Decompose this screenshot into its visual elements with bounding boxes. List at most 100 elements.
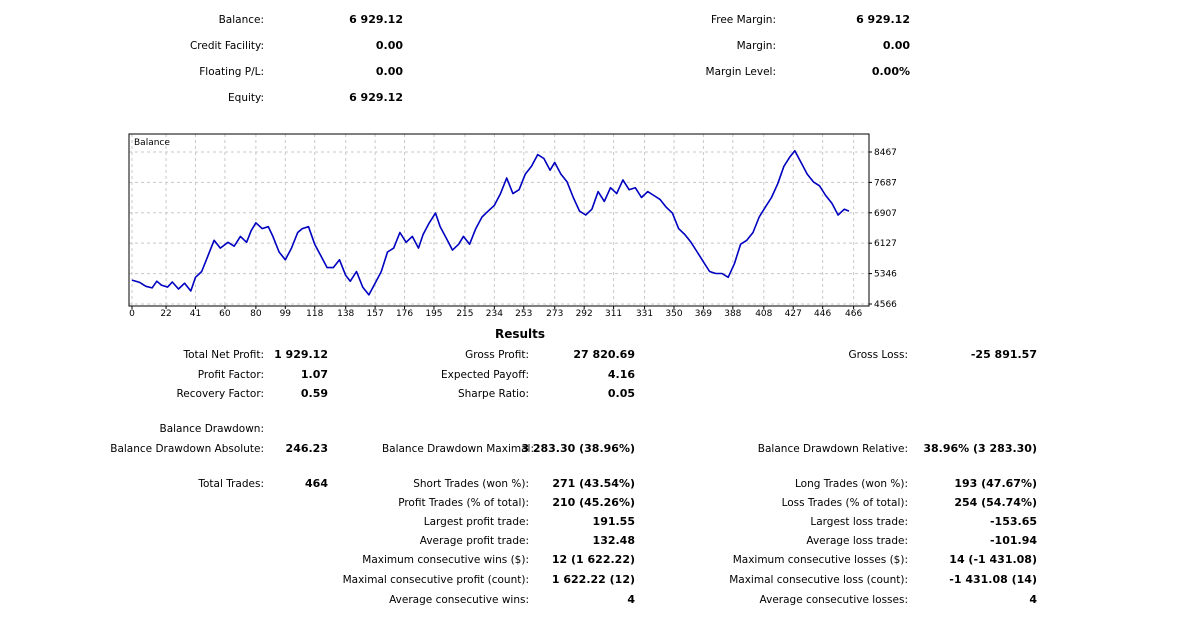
largest-profit-value: 191.55 <box>592 515 635 528</box>
avg-consec-losses-value: 4 <box>1029 593 1037 606</box>
balance-label: Balance: <box>218 14 264 26</box>
loss-trades-value: 254 (54.74%) <box>954 496 1037 509</box>
balance-value: 6 929.12 <box>349 13 403 26</box>
profit-trades-label: Profit Trades (% of total): <box>398 497 529 509</box>
dd-absolute-label: Balance Drawdown Absolute: <box>110 443 264 455</box>
gross-loss-value: -25 891.57 <box>970 348 1037 361</box>
x-tick-label: 350 <box>665 309 682 319</box>
total-net-profit-value: 1 929.12 <box>274 348 328 361</box>
avg-consec-wins-value: 4 <box>627 593 635 606</box>
margin-level-value: 0.00% <box>871 65 910 78</box>
x-tick-label: 99 <box>280 309 292 319</box>
results-title: Results <box>494 327 546 341</box>
expected-payoff-value: 4.16 <box>607 368 635 381</box>
x-tick-label: 388 <box>724 309 741 319</box>
x-tick-label: 273 <box>546 309 563 319</box>
equity-value: 6 929.12 <box>349 91 403 104</box>
margin-value: 0.00 <box>882 39 910 52</box>
avg-profit-label: Average profit trade: <box>419 535 529 547</box>
floating-pl-value: 0.00 <box>375 65 403 78</box>
x-tick-label: 0 <box>129 309 135 319</box>
x-tick-label: 80 <box>250 309 262 319</box>
max-consec-losses-label: Maximum consecutive losses ($): <box>732 554 908 566</box>
x-tick-label: 118 <box>306 309 323 319</box>
short-trades-value: 271 (43.54%) <box>552 477 635 490</box>
dd-relative-label: Balance Drawdown Relative: <box>757 443 908 455</box>
chart-frame <box>128 133 870 307</box>
margin-label: Margin: <box>736 40 776 52</box>
profit-factor-value: 1.07 <box>300 368 328 381</box>
x-tick-label: 22 <box>160 309 171 319</box>
x-tick-label: 311 <box>605 309 622 319</box>
credit-facility-label: Credit Facility: <box>189 40 264 52</box>
short-trades-label: Short Trades (won %): <box>413 478 529 490</box>
max-consec-wins-value: 12 (1 622.22) <box>551 553 635 566</box>
x-tick-label: 176 <box>396 309 413 319</box>
profit-factor-label: Profit Factor: <box>197 369 264 381</box>
dd-relative-value: 38.96% (3 283.30) <box>923 442 1037 455</box>
largest-loss-label: Largest loss trade: <box>810 516 908 528</box>
loss-trades-label: Loss Trades (% of total): <box>781 497 908 509</box>
total-net-profit-label: Total Net Profit: <box>183 349 264 361</box>
x-tick-label: 369 <box>695 309 712 319</box>
balance-chart: Balance 8467 7687 6907 6127 5346 4566 0 22 41 60… <box>128 133 897 319</box>
avg-profit-value: 132.48 <box>592 534 635 547</box>
maximal-consec-profit-value: 1 622.22 (12) <box>551 573 635 586</box>
gross-profit-label: Gross Profit: <box>465 349 529 361</box>
avg-consec-wins-label: Average consecutive wins: <box>389 594 529 606</box>
x-tick-label: 138 <box>337 309 354 319</box>
x-tick-label: 195 <box>425 309 442 319</box>
total-trades-value: 464 <box>305 477 328 490</box>
y-tick-label: 6907 <box>874 209 897 219</box>
x-tick-label: 446 <box>814 309 831 319</box>
avg-loss-value: -101.94 <box>989 534 1037 547</box>
floating-pl-label: Floating P/L: <box>199 66 264 78</box>
max-consec-losses-value: 14 (-1 431.08) <box>949 553 1037 566</box>
x-tick-label: 60 <box>219 309 231 319</box>
chart-grid <box>129 134 869 306</box>
credit-facility-value: 0.00 <box>375 39 403 52</box>
long-trades-label: Long Trades (won %): <box>794 478 908 490</box>
recovery-factor-value: 0.59 <box>300 387 328 400</box>
x-tick-label: 41 <box>190 309 201 319</box>
y-tick-label: 7687 <box>874 178 897 188</box>
balance-series-line <box>131 149 850 296</box>
x-tick-label: 215 <box>456 309 473 319</box>
sharpe-ratio-value: 0.05 <box>607 387 635 400</box>
balance-drawdown-label: Balance Drawdown: <box>159 423 264 435</box>
x-tick-label: 157 <box>367 309 384 319</box>
free-margin-value: 6 929.12 <box>856 13 910 26</box>
x-tick-label: 234 <box>486 309 503 319</box>
free-margin-label: Free Margin: <box>710 14 776 26</box>
x-axis: 0 22 41 60 80 99 118 138 157 176 195 215 234 253 273 29… <box>129 306 862 319</box>
profit-trades-value: 210 (45.26%) <box>552 496 635 509</box>
maximal-consec-loss-label: Maximal consecutive loss (count): <box>729 574 908 586</box>
y-tick-label: 4566 <box>874 300 897 310</box>
dd-maximal-value: 3 283.30 (38.96%) <box>521 442 635 455</box>
dd-maximal-label: Balance Drawdown Maximal: <box>381 443 534 455</box>
y-tick-label: 8467 <box>874 148 897 158</box>
maximal-consec-loss-value: -1 431.08 (14) <box>949 573 1037 586</box>
total-trades-label: Total Trades: <box>198 478 264 490</box>
avg-consec-losses-label: Average consecutive losses: <box>759 594 908 606</box>
y-axis: 8467 7687 6907 6127 5346 4566 <box>869 148 897 310</box>
x-tick-label: 408 <box>755 309 772 319</box>
recovery-factor-label: Recovery Factor: <box>176 388 264 400</box>
x-tick-label: 466 <box>845 309 862 319</box>
y-tick-label: 5346 <box>874 270 897 280</box>
dd-absolute-value: 246.23 <box>285 442 328 455</box>
y-tick-label: 6127 <box>874 239 897 249</box>
margin-level-label: Margin Level: <box>705 66 776 78</box>
maximal-consec-profit-label: Maximal consecutive profit (count): <box>342 574 529 586</box>
expected-payoff-label: Expected Payoff: <box>440 369 529 381</box>
chart-title: Balance <box>134 138 170 148</box>
x-tick-label: 331 <box>636 309 653 319</box>
x-tick-label: 292 <box>576 309 593 319</box>
max-consec-wins-label: Maximum consecutive wins ($): <box>362 554 529 566</box>
gross-profit-value: 27 820.69 <box>573 348 635 361</box>
x-tick-label: 427 <box>785 309 802 319</box>
gross-loss-label: Gross Loss: <box>848 349 909 361</box>
equity-label: Equity: <box>228 92 264 104</box>
long-trades-value: 193 (47.67%) <box>954 477 1037 490</box>
sharpe-ratio-label: Sharpe Ratio: <box>457 388 529 400</box>
